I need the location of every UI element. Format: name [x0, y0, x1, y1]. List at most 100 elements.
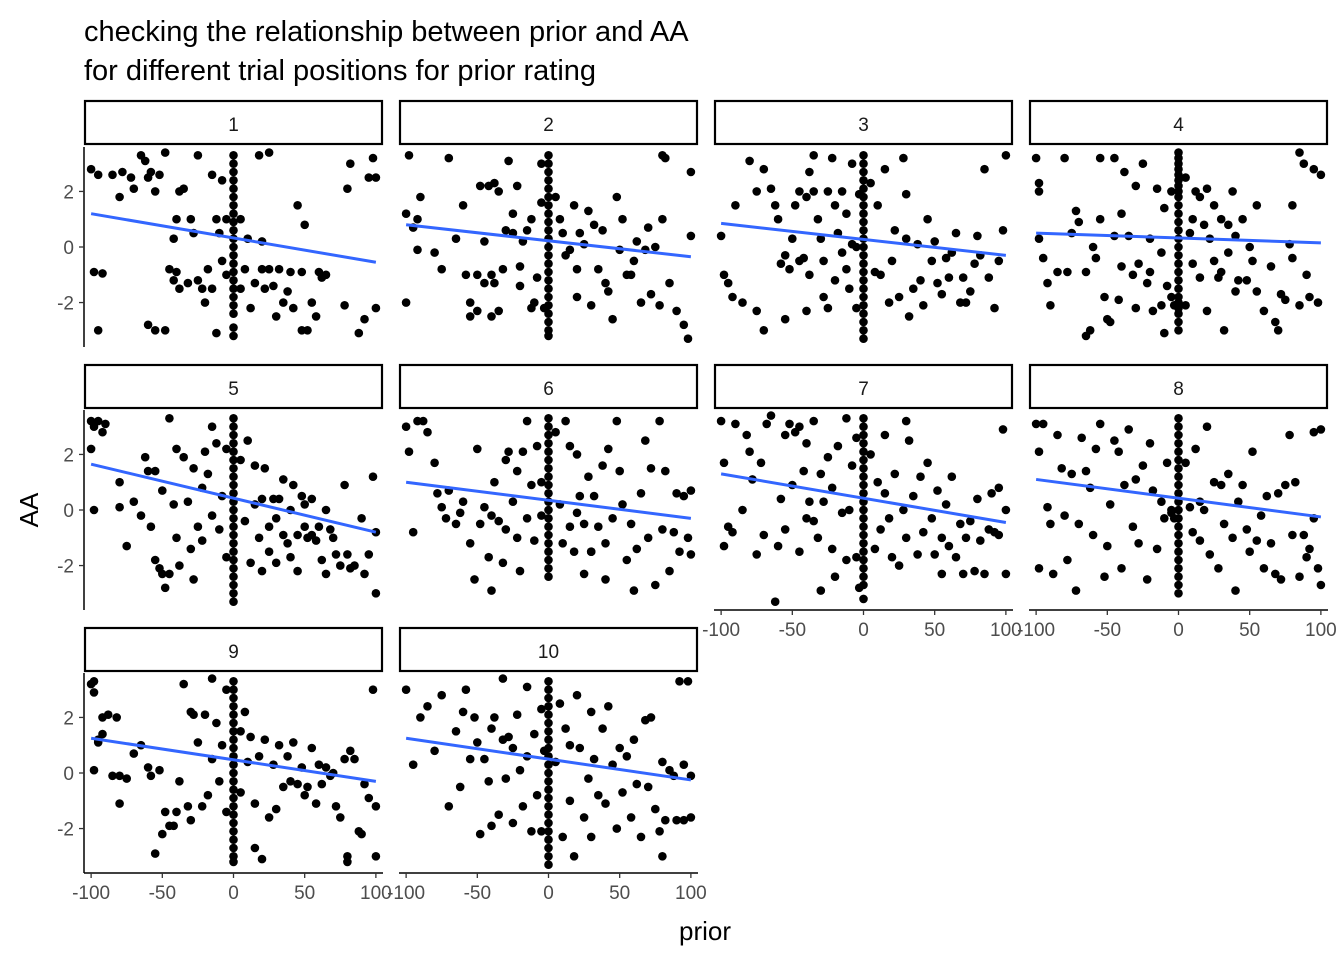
data-point [240, 264, 250, 274]
data-point [859, 439, 868, 448]
data-point [683, 334, 693, 344]
data-point [229, 472, 238, 482]
data-point [433, 489, 442, 498]
strip-label: 10 [538, 642, 559, 663]
data-point [222, 807, 231, 817]
data-point [108, 170, 117, 180]
data-point [847, 159, 857, 168]
data-point [512, 181, 522, 191]
data-point [1245, 242, 1254, 252]
data-point [823, 303, 833, 313]
data-point [498, 674, 508, 683]
data-point [279, 530, 288, 540]
data-point [229, 857, 238, 867]
data-point [604, 444, 613, 454]
data-point [544, 472, 553, 482]
data-point [859, 201, 868, 210]
data-point [1067, 469, 1076, 479]
regression-line [90, 736, 377, 783]
data-point [229, 151, 238, 160]
data-point [1316, 425, 1326, 434]
data-point [795, 422, 804, 432]
data-point [598, 461, 607, 470]
data-point [360, 569, 369, 579]
data-point [364, 550, 374, 559]
data-point [1231, 586, 1240, 595]
data-point [859, 580, 868, 590]
data-point [455, 782, 465, 792]
data-point [1043, 278, 1052, 288]
data-point [916, 472, 925, 482]
data-point [1202, 422, 1212, 432]
data-point [837, 508, 847, 518]
data-point [544, 522, 553, 531]
data-point [919, 301, 928, 310]
strip-label: 2 [543, 115, 554, 136]
data-point [1131, 303, 1141, 313]
regression-line [1035, 477, 1322, 519]
data-point [870, 544, 880, 554]
data-point [93, 416, 103, 426]
data-point [293, 566, 302, 576]
data-point [169, 234, 178, 243]
data-point [264, 813, 274, 822]
data-point [217, 740, 227, 750]
data-point [274, 740, 284, 750]
data-point [1160, 514, 1169, 523]
points-group [401, 674, 696, 869]
data-point [200, 447, 210, 457]
data-point [413, 214, 422, 224]
data-point [859, 326, 868, 335]
data-point [887, 552, 897, 562]
data-point [1266, 539, 1276, 548]
data-point [364, 793, 374, 803]
data-point [679, 815, 689, 825]
data-point [658, 525, 667, 534]
panel-1: 1 -2 0 2 [57, 99, 384, 347]
data-point [169, 500, 178, 509]
data-point [1205, 550, 1215, 559]
data-point [169, 821, 178, 831]
points-group [1031, 414, 1326, 598]
data-point [1105, 317, 1115, 327]
data-point [579, 569, 589, 579]
data-point [1103, 541, 1112, 551]
data-point [189, 575, 198, 584]
data-point [401, 298, 411, 307]
data-point [544, 718, 553, 728]
data-point [1174, 472, 1183, 482]
data-point [1134, 539, 1143, 548]
data-point [331, 550, 341, 559]
y-tick-label: 0 [63, 238, 74, 259]
data-point [501, 774, 511, 783]
data-point [845, 505, 854, 515]
data-point [175, 561, 184, 570]
data-point [632, 237, 642, 246]
data-point [1167, 187, 1176, 196]
data-point [1063, 555, 1072, 565]
data-point [887, 256, 897, 266]
data-point [655, 301, 664, 310]
data-point [569, 547, 579, 556]
data-point [544, 317, 553, 327]
data-point [579, 813, 589, 822]
data-point [515, 566, 525, 576]
data-point [143, 763, 153, 772]
data-point [122, 541, 131, 551]
data-point [129, 184, 139, 193]
data-point [598, 724, 607, 733]
data-point [899, 505, 908, 515]
data-point [569, 852, 579, 861]
data-point [86, 444, 96, 454]
data-point [544, 217, 553, 227]
data-point [416, 713, 425, 722]
data-point [816, 586, 826, 595]
x-tick-label: -50 [1094, 620, 1121, 641]
data-point [1174, 414, 1183, 423]
regression-line [720, 221, 1007, 257]
x-tick-label: -100 [387, 883, 425, 904]
data-point [859, 251, 868, 260]
data-point [279, 475, 288, 484]
data-point [321, 763, 331, 772]
